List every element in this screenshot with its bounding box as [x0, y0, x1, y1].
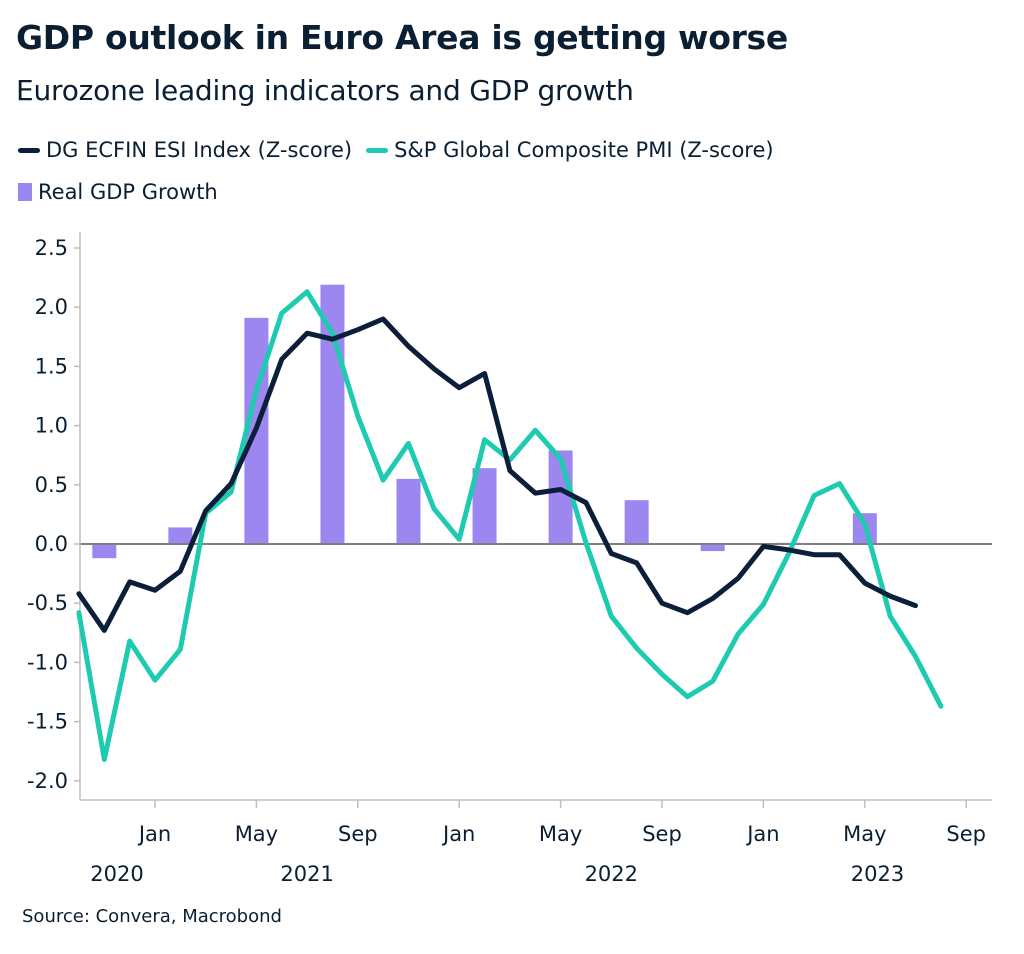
x-year-label: 2023: [851, 862, 904, 886]
y-tick-label: -1.0: [27, 650, 68, 674]
legend-label-esi: DG ECFIN ESI Index (Z-score): [46, 138, 353, 162]
y-tick-label: -0.5: [27, 591, 68, 615]
legend-row-1: DG ECFIN ESI Index (Z-score) S&P Global …: [18, 138, 788, 162]
y-tick-label: 2.0: [35, 295, 68, 319]
chart-subtitle: Eurozone leading indicators and GDP grow…: [16, 74, 634, 107]
legend-swatch-gdp: [18, 183, 32, 201]
y-axis-ticks: 2.5 2.0 1.5 1.0 0.5 0.0 -0.5 -1.0 -1.5 -2.0: [27, 236, 80, 793]
legend-label-pmi: S&P Global Composite PMI (Z-score): [394, 138, 774, 162]
y-tick-label: -1.5: [27, 710, 68, 734]
x-axis-ticks: Jan May Sep Jan May Sep Jan May Sep 2020 2021 2022 2…: [90, 800, 986, 886]
gdp-bar-q4-2021: [396, 478, 421, 544]
y-tick-label: 2.5: [35, 236, 68, 260]
legend-row-2: Real GDP Growth: [18, 180, 232, 204]
pmi-line: [76, 289, 944, 762]
y-tick-label: 1.0: [35, 414, 68, 438]
legend-item-pmi[interactable]: S&P Global Composite PMI (Z-score): [366, 138, 774, 162]
y-tick-label: 1.5: [35, 354, 68, 378]
x-tick-label: Sep: [338, 822, 378, 846]
gdp-bar-q3-2021: [320, 284, 345, 544]
legend-label-gdp: Real GDP Growth: [38, 180, 218, 204]
x-tick-label: Jan: [745, 822, 779, 846]
x-tick-label: May: [539, 822, 582, 846]
x-tick-label: Jan: [441, 822, 475, 846]
gdp-bar-q1-2021: [168, 527, 193, 544]
gdp-bars: [92, 284, 877, 559]
x-tick-label: May: [235, 822, 278, 846]
gdp-bar-q4-2020: [92, 544, 117, 559]
esi-line: [76, 316, 918, 633]
x-year-label: 2020: [90, 862, 143, 886]
x-tick-label: May: [843, 822, 886, 846]
source-note: Source: Convera, Macrobond: [22, 906, 282, 927]
x-year-label: 2022: [585, 862, 638, 886]
gdp-bar-q3-2022: [624, 500, 649, 544]
series-lines: [76, 289, 944, 762]
x-tick-label: Sep: [946, 822, 986, 846]
x-year-label: 2021: [280, 862, 333, 886]
legend-item-esi[interactable]: DG ECFIN ESI Index (Z-score): [18, 138, 352, 162]
gdp-bar-q4-2022: [700, 544, 725, 552]
y-tick-label: 0.5: [35, 473, 68, 497]
y-tick-label: 0.0: [35, 532, 68, 556]
x-tick-label: Jan: [137, 822, 171, 846]
chart-title: GDP outlook in Euro Area is getting wors…: [16, 18, 788, 57]
y-tick-label: -2.0: [27, 769, 68, 793]
legend-swatch-pmi: [366, 147, 389, 153]
legend-swatch-esi: [18, 147, 40, 153]
legend-item-gdp[interactable]: Real GDP Growth: [18, 180, 218, 204]
x-tick-label: Sep: [642, 822, 682, 846]
